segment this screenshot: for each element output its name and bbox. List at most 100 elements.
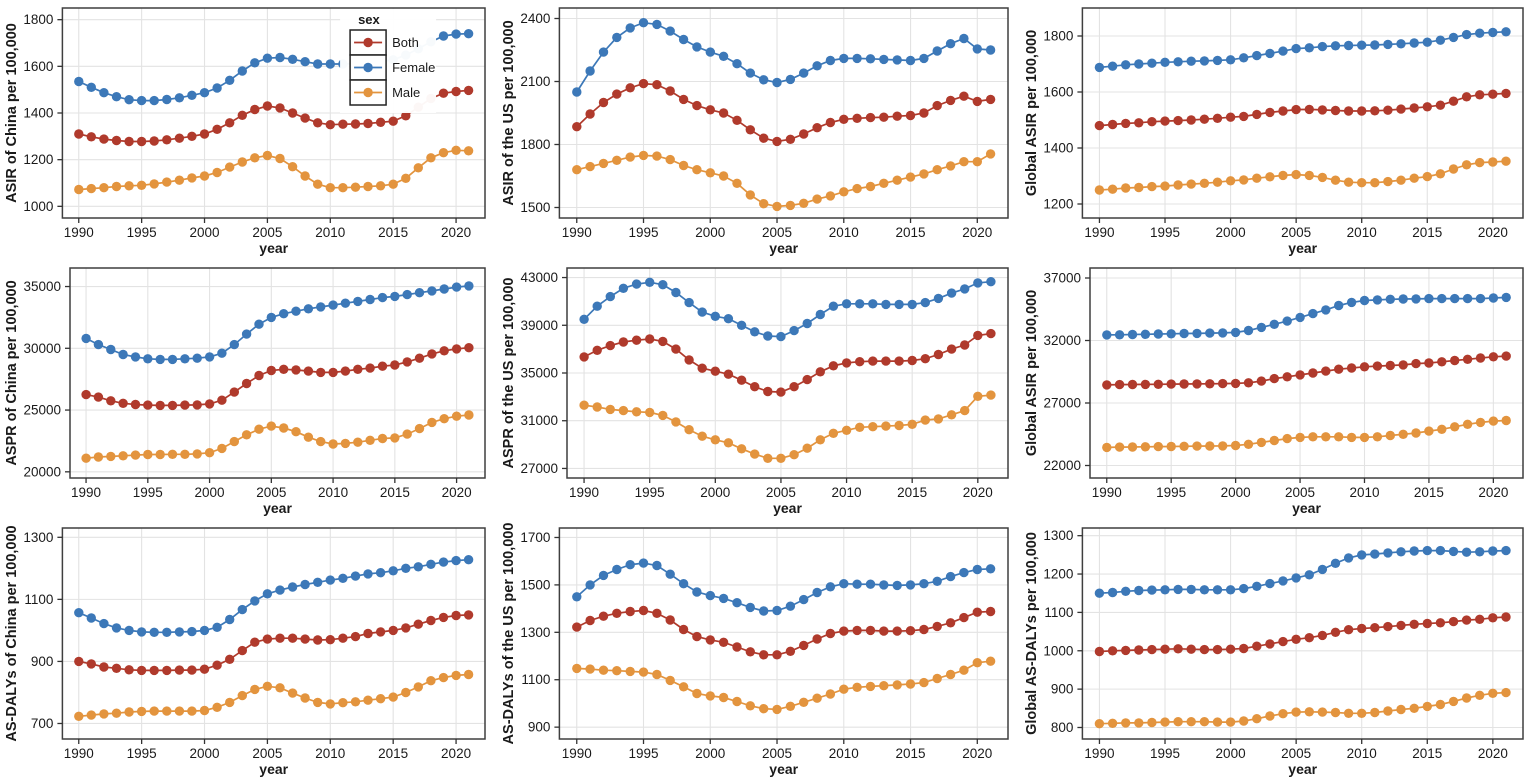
series-points-male [1102,415,1511,453]
data-point [340,366,351,376]
data-point [174,133,185,143]
data-point [1199,114,1210,124]
data-point [225,654,235,664]
data-point [879,681,889,691]
data-point [789,382,799,392]
data-point [1346,432,1357,443]
data-point [377,361,388,371]
data-point [852,682,862,692]
data-point [1385,294,1395,304]
data-point [463,146,474,156]
data-point [692,688,702,699]
data-point [697,431,707,441]
data-point [118,349,128,360]
series-points-female [572,558,996,616]
data-point [136,95,147,106]
data-point [905,172,916,182]
x-tick-label: 2005 [256,485,286,500]
data-point [1462,293,1473,304]
data-point [705,105,715,115]
data-point [572,622,582,632]
data-point [86,132,97,142]
data-point [705,635,715,645]
data-point [143,400,153,410]
chart-asir-china: 1000 1200 1400 1600 1800 1990 1995 2000 2005 2010… [0,0,497,260]
data-point [652,80,662,90]
data-point [1372,361,1383,371]
data-point [388,116,398,126]
data-point [1461,160,1472,170]
data-point [1488,293,1499,303]
data-point [338,573,348,583]
data-point [960,284,970,294]
series-points-female [1094,545,1511,598]
data-point [812,693,822,703]
data-point [892,111,902,121]
data-point [579,352,589,362]
data-point [839,684,849,694]
y-axis-title: ASIR of the US per 100,000 [501,20,517,205]
data-point [111,135,122,146]
axes: 700 900 1100 1300 1990 1995 2000 2005 2010 2015 20… [23,530,471,761]
data-point [124,136,134,147]
x-tick-label: 2020 [1478,746,1508,761]
data-point [1383,548,1393,558]
data-point [1330,175,1341,185]
data-point [1243,378,1254,388]
data-point [1424,426,1434,436]
data-point [291,365,301,375]
data-point [652,608,662,618]
data-point [1370,178,1380,188]
data-point [1385,430,1395,441]
x-tick-label: 2015 [380,485,410,500]
x-tick-label: 2010 [1347,746,1377,761]
data-point [217,443,227,454]
data-point [1282,316,1292,326]
x-tick-label: 2020 [963,485,993,500]
data-point [1166,329,1176,339]
data-point [225,697,235,708]
data-point [638,667,649,677]
x-tick-label: 2010 [832,485,862,500]
x-tick-label: 2005 [762,746,792,761]
data-point [1179,379,1189,389]
x-tick-label: 2010 [315,225,345,240]
data-point [464,343,474,353]
data-point [328,367,338,378]
data-point [605,340,615,351]
panel-background [559,8,1008,218]
data-point [905,110,916,121]
data-point [237,604,247,615]
data-point [1269,373,1279,384]
data-point [892,580,902,591]
data-point [1396,39,1406,49]
x-tick-label: 2000 [695,225,725,240]
data-point [174,627,185,637]
data-point [1501,27,1511,37]
data-point [671,417,681,427]
data-point [932,621,942,632]
data-point [692,42,702,52]
data-point [572,592,582,602]
data-point [1218,441,1228,451]
panel-border [1081,527,1524,740]
data-point [1147,585,1157,595]
data-point [93,452,104,462]
data-point [1501,545,1511,556]
data-point [1330,41,1341,51]
data-point [763,386,773,397]
data-point [291,427,301,437]
data-point [1475,90,1485,100]
data-point [1295,312,1305,323]
data-point [945,161,956,171]
y-axis-title: Global AS-DALYs per 100,000 [1024,532,1040,735]
data-point [1409,38,1419,48]
data-point [718,593,729,604]
data-point [86,82,97,93]
panel-background [1082,528,1523,739]
data-point [192,353,202,363]
x-tick-label: 1990 [64,225,94,240]
data-point [1278,636,1288,647]
data-point [645,407,655,418]
data-point [413,619,423,629]
